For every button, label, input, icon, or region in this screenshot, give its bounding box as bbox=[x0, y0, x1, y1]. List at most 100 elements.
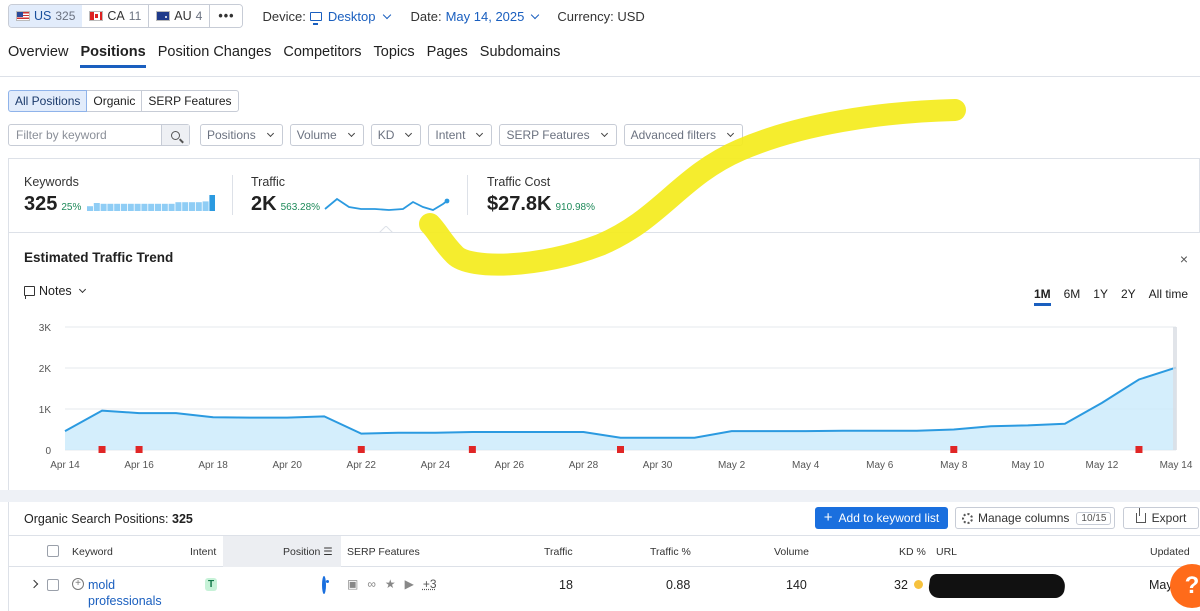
keywords-metric[interactable]: Keywords 325 25% bbox=[24, 175, 81, 216]
sort-icon: ☰ bbox=[323, 546, 332, 558]
note-marker bbox=[617, 446, 624, 453]
au-flag-icon bbox=[156, 11, 170, 21]
keyword-link[interactable]: mold professionals bbox=[88, 577, 168, 609]
export-button[interactable]: Export bbox=[1123, 507, 1199, 529]
tab-topics[interactable]: Topics bbox=[374, 44, 415, 68]
tab-positions[interactable]: Positions bbox=[80, 44, 145, 68]
db-us-button[interactable]: US 325 bbox=[8, 4, 83, 28]
positions-filter-dropdown[interactable]: Positions bbox=[200, 124, 283, 146]
keyword-filter-input[interactable] bbox=[9, 125, 161, 145]
keyword-filter bbox=[8, 124, 190, 146]
add-to-keyword-list-button[interactable]: + Add to keyword list bbox=[815, 507, 948, 529]
x-tick-label: May 8 bbox=[940, 460, 968, 471]
x-tick-label: Apr 30 bbox=[643, 460, 673, 471]
keyword-spark-bar bbox=[203, 201, 209, 211]
range-2y[interactable]: 2Y bbox=[1121, 287, 1136, 306]
col-updated[interactable]: Updated bbox=[1150, 546, 1190, 558]
manage-columns-button[interactable]: Manage columns 10/15 bbox=[955, 507, 1115, 529]
intent-filter-dropdown[interactable]: Intent bbox=[428, 124, 492, 146]
keyword-spark-bar bbox=[101, 204, 107, 211]
chevron-down-icon bbox=[601, 130, 608, 137]
chevron-down-icon bbox=[79, 286, 86, 293]
traffic-metric[interactable]: Traffic 2K 563.28% bbox=[251, 175, 320, 216]
keyword-spark-bar bbox=[94, 203, 100, 211]
serp-feature-icons: ▣ ∞ ★ ▶ +3 bbox=[347, 577, 437, 591]
keyword-spark-bar bbox=[107, 204, 113, 211]
db-ca-button[interactable]: CA 11 bbox=[82, 5, 149, 27]
chevron-down-icon bbox=[348, 130, 355, 137]
currency-label: Currency: USD bbox=[557, 9, 644, 24]
link-icon: ∞ bbox=[367, 577, 376, 591]
device-selector[interactable]: Device: Desktop bbox=[262, 9, 392, 24]
col-traffic[interactable]: Traffic bbox=[544, 546, 573, 558]
x-tick-label: Apr 20 bbox=[272, 460, 302, 471]
tab-position-changes[interactable]: Position Changes bbox=[158, 44, 272, 68]
kd-filter-dropdown[interactable]: KD bbox=[371, 124, 422, 146]
close-icon[interactable]: × bbox=[1180, 251, 1188, 267]
gear-icon bbox=[962, 513, 973, 524]
organic-positions-section: Organic Search Positions: 325 + Add to k… bbox=[8, 502, 1200, 611]
export-icon bbox=[1136, 513, 1146, 523]
desktop-icon bbox=[310, 12, 322, 21]
expand-row-icon[interactable] bbox=[30, 580, 38, 588]
x-tick-label: May 12 bbox=[1086, 460, 1119, 471]
table-header: Keyword Intent Position ☰ SERP Features … bbox=[9, 535, 1200, 567]
notes-dropdown[interactable]: Notes bbox=[24, 284, 88, 298]
date-selector[interactable]: Date: May 14, 2025 bbox=[411, 9, 542, 24]
volume-filter-dropdown[interactable]: Volume bbox=[290, 124, 364, 146]
subtab-serp-features[interactable]: SERP Features bbox=[141, 90, 238, 112]
more-databases-button[interactable]: ••• bbox=[210, 5, 242, 27]
kd-difficulty-dot bbox=[914, 580, 923, 589]
y-tick-label: 0 bbox=[45, 446, 51, 457]
col-serp-features[interactable]: SERP Features bbox=[347, 546, 420, 558]
keyword-spark-bar bbox=[155, 204, 161, 211]
range-all-time[interactable]: All time bbox=[1149, 287, 1188, 306]
filter-bar: Positions Volume KD Intent SERP Features… bbox=[8, 124, 743, 146]
keyword-spark-bar bbox=[162, 204, 168, 211]
x-tick-label: Apr 22 bbox=[347, 460, 377, 471]
col-intent[interactable]: Intent bbox=[190, 546, 216, 558]
range-1m[interactable]: 1M bbox=[1034, 287, 1051, 306]
col-keyword[interactable]: Keyword bbox=[72, 546, 113, 558]
tab-subdomains[interactable]: Subdomains bbox=[480, 44, 561, 68]
note-marker bbox=[358, 446, 365, 453]
location-pin-icon bbox=[322, 576, 326, 594]
tab-overview[interactable]: Overview bbox=[8, 44, 68, 68]
x-tick-label: May 4 bbox=[792, 460, 820, 471]
tabs-divider bbox=[0, 76, 1200, 77]
col-kd[interactable]: KD % bbox=[899, 546, 926, 558]
star-icon: ★ bbox=[385, 577, 396, 591]
main-tabs: Overview Positions Position Changes Comp… bbox=[8, 44, 560, 68]
chevron-down-icon bbox=[382, 10, 390, 18]
tab-pages[interactable]: Pages bbox=[427, 44, 468, 68]
traffic-sparkline bbox=[323, 189, 453, 219]
traffic-cost-metric[interactable]: Traffic Cost $27.8K 910.98% bbox=[487, 175, 595, 216]
top-bar: US 325 CA 11 AU 4 ••• Device: Desktop Da… bbox=[0, 0, 1200, 32]
col-position[interactable]: Position ☰ bbox=[283, 546, 333, 558]
add-keyword-icon[interactable]: + bbox=[72, 578, 84, 590]
table-row: + mold professionals T ▣ ∞ ★ ▶ +3 18 0.8… bbox=[9, 568, 1200, 611]
database-selector: US 325 CA 11 AU 4 ••• bbox=[8, 4, 243, 28]
tab-competitors[interactable]: Competitors bbox=[283, 44, 361, 68]
select-all-checkbox[interactable] bbox=[47, 545, 59, 557]
search-button[interactable] bbox=[161, 125, 189, 145]
keywords-sparkbars bbox=[87, 195, 215, 211]
serp-features-filter-dropdown[interactable]: SERP Features bbox=[499, 124, 616, 146]
range-6m[interactable]: 6M bbox=[1064, 287, 1081, 306]
range-1y[interactable]: 1Y bbox=[1093, 287, 1108, 306]
subtab-organic[interactable]: Organic bbox=[86, 90, 142, 112]
serp-more-link[interactable]: +3 bbox=[423, 577, 437, 591]
note-marker bbox=[950, 446, 957, 453]
advanced-filters-dropdown[interactable]: Advanced filters bbox=[624, 124, 743, 146]
db-au-button[interactable]: AU 4 bbox=[149, 5, 210, 27]
keyword-spark-bar bbox=[182, 202, 188, 211]
note-marker bbox=[99, 446, 106, 453]
row-checkbox[interactable] bbox=[47, 579, 59, 591]
note-marker bbox=[469, 446, 476, 453]
col-url[interactable]: URL bbox=[936, 546, 957, 558]
keyword-spark-bar bbox=[169, 204, 175, 211]
traffic-trend-chart[interactable]: 0 1K 2K 3K Apr 14 Apr 16 Apr 18 Apr 20 Apr 22 Apr… bbox=[9, 315, 1200, 491]
col-volume[interactable]: Volume bbox=[774, 546, 809, 558]
subtab-all-positions[interactable]: All Positions bbox=[8, 90, 87, 112]
col-traffic-pct[interactable]: Traffic % bbox=[650, 546, 691, 558]
